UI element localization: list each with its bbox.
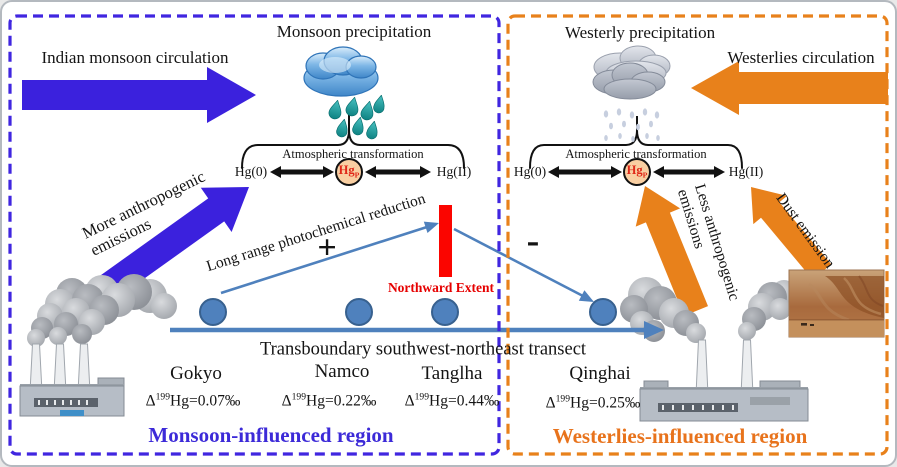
site-name-namco: Namco — [314, 361, 370, 383]
westerlies-hg-exchange-arrows — [548, 166, 725, 178]
dust-emission-arrow — [751, 187, 832, 280]
plus-sign: + — [317, 229, 337, 267]
right-factory-smoke-icon — [620, 277, 797, 343]
photochemical-ascending-arrow — [220, 221, 439, 295]
transect-line — [170, 321, 664, 339]
monsoon-hgp-sub: P — [354, 170, 360, 180]
photochemical-descending-arrow — [453, 227, 594, 302]
dust-storm-image — [788, 269, 885, 338]
less-emissions-arrow — [635, 186, 708, 316]
westerlies-hgp-node: HgP — [623, 158, 651, 186]
westerly-raindrops — [603, 108, 660, 142]
northward-extent-label: Northward Extent — [387, 280, 495, 296]
monsoon-atmospheric-transformation-label: Atmospheric transformation — [282, 146, 424, 161]
monsoon-region-border — [8, 14, 501, 456]
right-factory-icon — [620, 277, 809, 422]
transect-label: Transboundary southwest-northeast transe… — [259, 339, 587, 360]
site-value-gokyo: Δ199Hg=0.07‰ — [145, 391, 241, 410]
monsoon-brace — [241, 114, 465, 169]
westerlies-hg0-label: Hg(0) — [513, 164, 547, 180]
monsoon-precipitation-title: Monsoon precipitation — [276, 22, 432, 42]
westerlies-hg2-label: Hg(II) — [728, 164, 764, 180]
right-factory-building — [639, 339, 809, 422]
westerly-rain-cloud-icon — [592, 45, 671, 142]
site-marker-tanglha — [431, 298, 459, 326]
site-value-namco: Δ199Hg=0.22‰ — [281, 391, 377, 410]
left-factory-smoke-icon — [27, 274, 177, 347]
site-marker-namco — [345, 298, 373, 326]
westerlies-region-label: Westerlies-influenced region — [552, 423, 808, 448]
westerlies-circulation-arrow — [691, 61, 888, 115]
site-name-tanglha: Tanglha — [421, 363, 483, 385]
monsoon-hgp-node: HgP — [335, 158, 363, 186]
northward-extent-bar — [439, 205, 452, 277]
minus-sign: - — [526, 220, 540, 263]
monsoon-hg2-label: Hg(II) — [436, 164, 472, 180]
site-marker-gokyo — [199, 298, 227, 326]
monsoon-region-label: Monsoon-influenced region — [148, 422, 394, 447]
monsoon-hgp-text: Hg — [338, 163, 355, 178]
indian-monsoon-arrow — [22, 67, 256, 123]
westerlies-atmospheric-transformation-label: Atmospheric transformation — [565, 146, 707, 161]
westerly-precipitation-title: Westerly precipitation — [564, 23, 716, 43]
indian-monsoon-circulation-label: Indian monsoon circulation — [41, 48, 229, 68]
transect-site-markers — [199, 298, 617, 326]
left-factory-icon — [19, 274, 177, 417]
westerlies-brace — [529, 116, 743, 169]
site-marker-qinghai — [589, 298, 617, 326]
site-name-qinghai: Qinghai — [569, 363, 631, 385]
site-value-tanglha: Δ199Hg=0.44‰ — [404, 391, 500, 410]
monsoon-rain-cloud-icon — [303, 46, 385, 140]
monsoon-hg-exchange-arrows — [270, 166, 431, 178]
westerlies-region-border — [506, 14, 889, 456]
westerlies-hgp-sub: P — [642, 170, 648, 180]
westerlies-circulation-label: Westerlies circulation — [727, 48, 875, 68]
monsoon-hg0-label: Hg(0) — [234, 164, 268, 180]
site-value-qinghai: Δ199Hg=0.25‰ — [545, 393, 641, 412]
left-factory-building — [19, 343, 125, 417]
site-name-gokyo: Gokyo — [170, 363, 222, 385]
westerlies-hgp-text: Hg — [626, 163, 643, 178]
